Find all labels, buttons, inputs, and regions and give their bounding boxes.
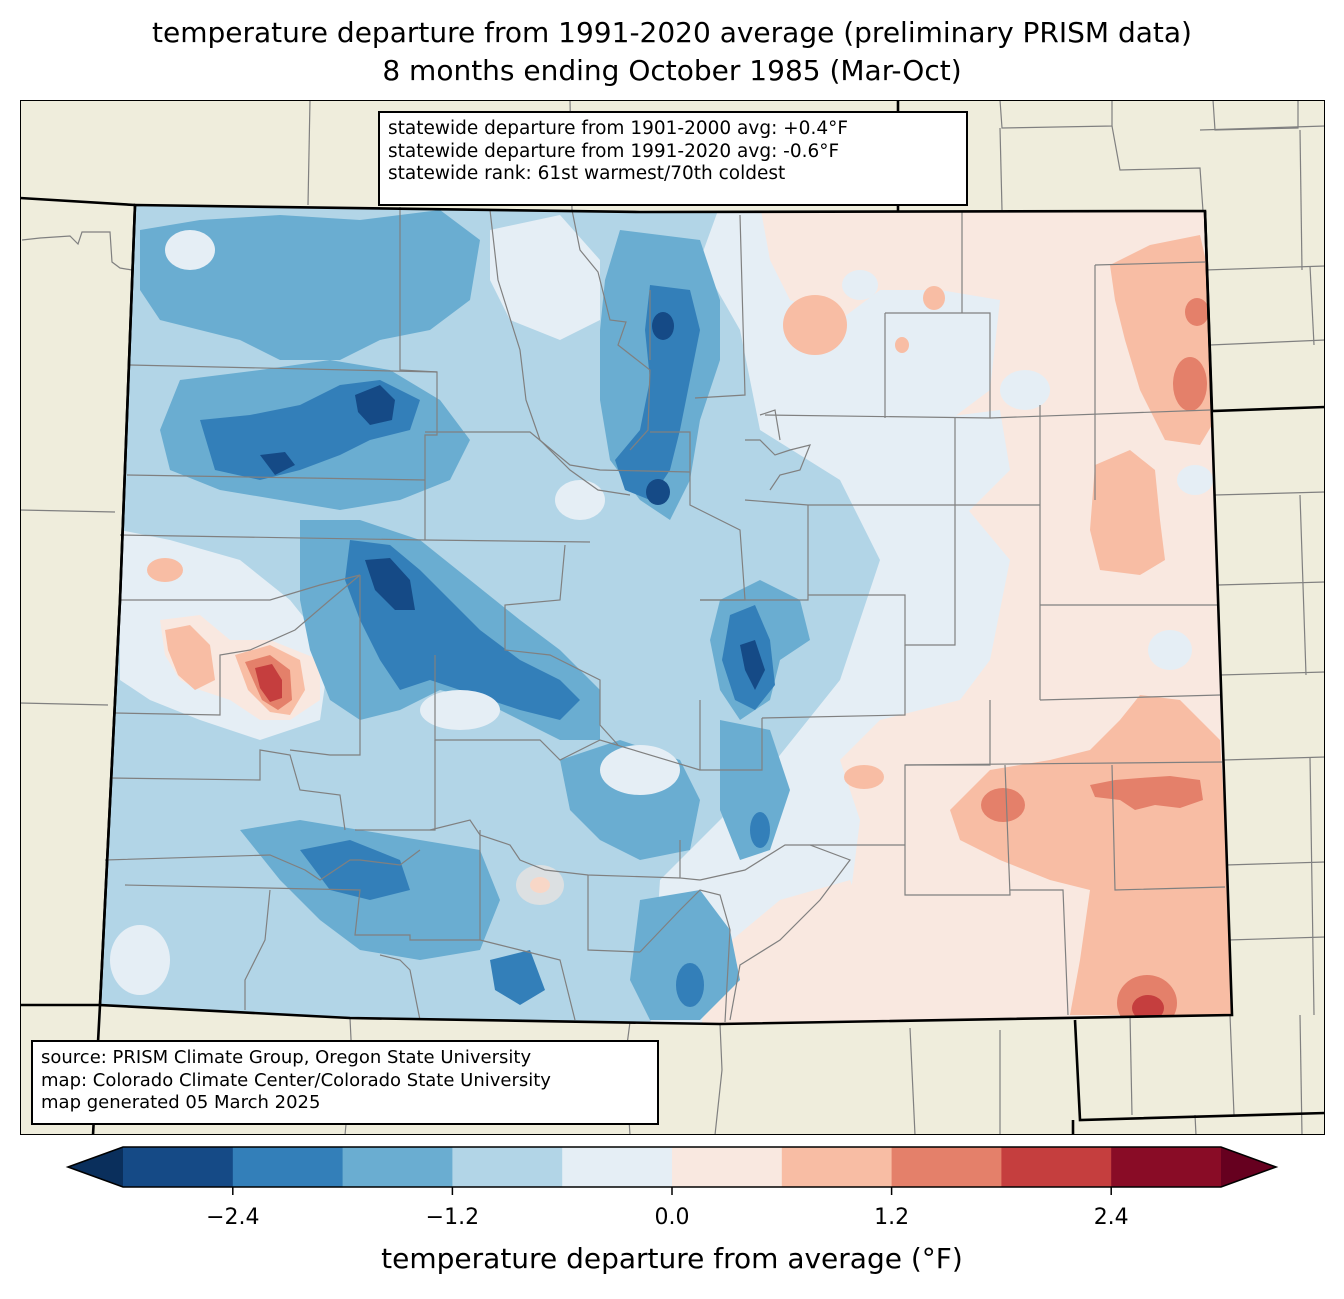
- colorado-county-lines: [104, 207, 1226, 1023]
- field-blob: [981, 788, 1025, 822]
- field-blob: [516, 865, 564, 905]
- field-blob: [1185, 298, 1209, 326]
- source-line: source: PRISM Climate Group, Oregon Stat…: [41, 1047, 532, 1068]
- source-credit-box: source: PRISM Climate Group, Oregon Stat…: [31, 1040, 659, 1125]
- field-zone-cool-northwest: [140, 210, 480, 360]
- field-blob: [355, 385, 395, 425]
- field-blob: [490, 950, 545, 1005]
- field-blob: [646, 479, 670, 505]
- field-blob: [255, 664, 282, 702]
- field-blob: [783, 295, 847, 355]
- field-blob: [147, 558, 183, 582]
- field-blob: [1090, 776, 1203, 810]
- field-blob: [750, 812, 770, 848]
- statewide-stats-box: statewide departure from 1901-2000 avg: …: [378, 111, 968, 206]
- field-blob: [420, 690, 500, 730]
- field-blob: [1000, 370, 1050, 410]
- colorbar-bin-2: [342, 1147, 453, 1187]
- field-blob: [720, 720, 790, 860]
- stats-rank: statewide rank: 61st warmest/70th coldes…: [388, 163, 786, 184]
- stats-departure-1901-2000: statewide departure from 1901-2000 avg: …: [388, 118, 848, 139]
- map-credit-line: map: Colorado Climate Center/Colorado St…: [41, 1069, 551, 1091]
- colorbar-bin-8: [1001, 1147, 1112, 1187]
- colorbar-tick-label: 1.2: [874, 1205, 910, 1230]
- field-blob: [895, 337, 909, 353]
- field-zone-warm-southeast: [700, 880, 880, 1024]
- field-zone-very-cool-front-range: [615, 285, 700, 500]
- colorbar-tick-label: −2.4: [206, 1205, 260, 1230]
- colorbar-tick-label: 2.4: [1093, 1205, 1129, 1230]
- colorbar-bin-4: [562, 1147, 673, 1187]
- field-blob: [652, 312, 674, 340]
- map-subtitle: 8 months ending October 1985 (Mar-Oct): [382, 54, 962, 87]
- colorbar-bin-3: [452, 1147, 563, 1187]
- colorbar-bin-1: [232, 1147, 344, 1187]
- field-blob: [490, 215, 600, 340]
- map-generated-line: map generated 05 March 2025: [41, 1092, 321, 1113]
- field-blob: [740, 640, 765, 690]
- field-zone-warm-east-central: [1090, 450, 1165, 575]
- field-blob: [110, 925, 170, 995]
- colorbar-bin-9: [1111, 1147, 1222, 1187]
- field-blob: [923, 286, 945, 310]
- colorbar-tick-label: 0.0: [654, 1205, 690, 1230]
- colorbar-under-arrow: [68, 1147, 123, 1187]
- stats-departure-1991-2020: statewide departure from 1991-2020 avg: …: [388, 140, 840, 162]
- field-blob: [300, 840, 410, 900]
- field-blob: [1148, 630, 1192, 670]
- field-blob: [555, 480, 605, 520]
- field-zone-cool-south: [630, 890, 740, 1020]
- colorbar-label: temperature departure from average (°F): [381, 1242, 963, 1275]
- colorbar-over-arrow: [1221, 1147, 1276, 1187]
- colorbar-tick-label: −1.2: [425, 1205, 480, 1230]
- field-blob: [1173, 357, 1207, 411]
- field-blob: [844, 765, 884, 789]
- colorbar-bin-6: [781, 1147, 893, 1187]
- state-borders: [20, 100, 1325, 1135]
- colorbar-bin-7: [891, 1147, 1002, 1187]
- field-blob: [165, 230, 215, 270]
- field-blob: [1177, 465, 1213, 495]
- field-blob: [365, 558, 415, 610]
- field-blob: [676, 963, 704, 1007]
- colorbar-outline: [65, 1146, 1279, 1188]
- colorbar-bin-0: [123, 1147, 234, 1187]
- field-blob: [260, 452, 295, 475]
- colorbar-bin-5: [672, 1147, 783, 1187]
- field-blob: [1132, 995, 1164, 1021]
- colorbar: [65, 1146, 1279, 1195]
- temperature-field: [100, 205, 1232, 1024]
- field-zone-warm-south: [1070, 880, 1232, 1015]
- map-title: temperature departure from 1991-2020 ave…: [152, 16, 1192, 49]
- field-blob: [842, 270, 878, 300]
- field-blob: [165, 625, 215, 690]
